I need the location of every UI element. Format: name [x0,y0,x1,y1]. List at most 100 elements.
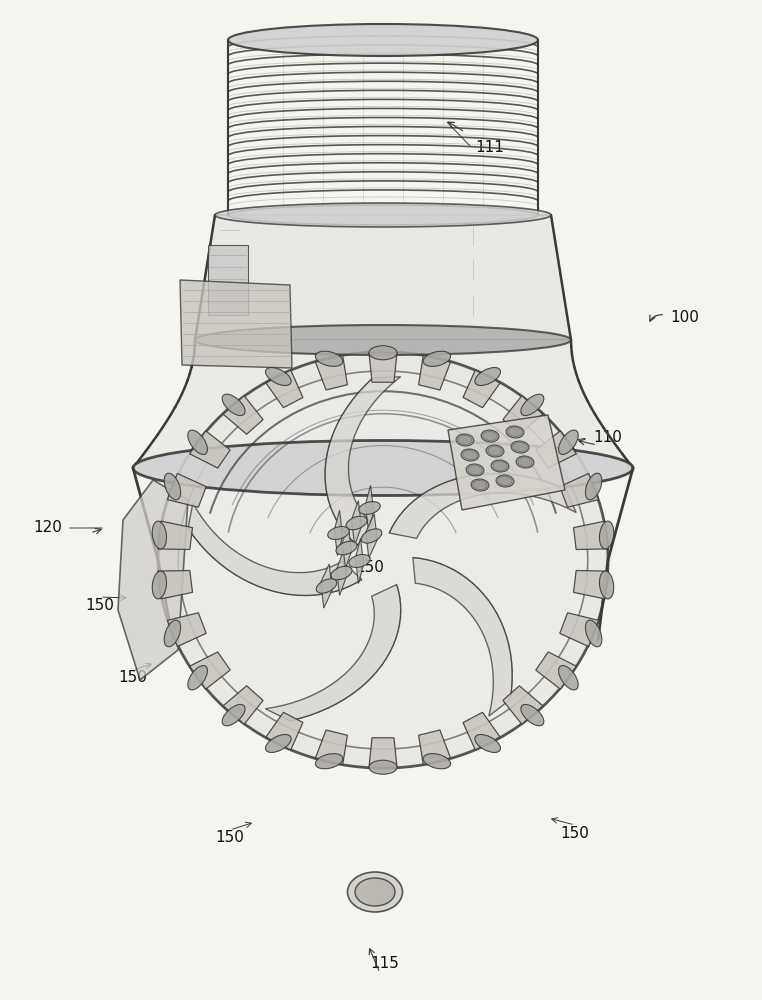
Ellipse shape [585,620,602,647]
Ellipse shape [511,441,529,453]
Ellipse shape [355,878,395,906]
Polygon shape [321,564,332,608]
Ellipse shape [600,521,613,549]
Polygon shape [180,280,292,368]
Ellipse shape [315,351,343,366]
Ellipse shape [164,620,181,647]
Ellipse shape [369,760,397,774]
Polygon shape [266,712,303,750]
Polygon shape [337,551,347,595]
Ellipse shape [195,325,571,355]
Ellipse shape [152,521,167,549]
Ellipse shape [359,502,380,514]
Ellipse shape [423,754,450,769]
Ellipse shape [559,666,578,690]
Text: 150: 150 [356,560,385,576]
Ellipse shape [600,571,613,599]
Polygon shape [158,521,193,549]
Text: 100: 100 [671,310,700,326]
Polygon shape [195,215,571,340]
Polygon shape [355,538,363,584]
Ellipse shape [223,704,245,726]
Polygon shape [223,396,263,434]
Ellipse shape [361,529,382,543]
Polygon shape [503,396,543,434]
Ellipse shape [315,754,343,769]
Polygon shape [369,738,397,767]
Ellipse shape [265,735,291,752]
Polygon shape [560,613,599,647]
Ellipse shape [228,205,538,225]
Ellipse shape [471,479,489,491]
Polygon shape [118,480,188,680]
Ellipse shape [133,440,633,495]
Polygon shape [266,370,303,408]
Polygon shape [463,370,500,408]
Polygon shape [536,431,576,468]
Polygon shape [341,526,351,570]
Ellipse shape [265,368,291,385]
Ellipse shape [347,872,402,912]
Ellipse shape [486,445,504,457]
Ellipse shape [187,430,207,454]
Text: 110: 110 [594,430,623,446]
Text: 120: 120 [33,520,62,536]
Polygon shape [413,558,512,716]
Ellipse shape [475,735,501,752]
Polygon shape [503,686,543,724]
Ellipse shape [481,430,499,442]
Polygon shape [208,245,248,315]
Polygon shape [574,571,608,599]
Polygon shape [335,510,343,556]
Text: 111: 111 [475,140,504,155]
Polygon shape [190,431,230,468]
Ellipse shape [506,426,524,438]
Polygon shape [158,571,193,599]
Ellipse shape [346,516,367,530]
Polygon shape [418,730,450,765]
Polygon shape [168,613,207,647]
Ellipse shape [466,464,484,476]
Polygon shape [190,652,230,689]
Polygon shape [366,485,373,531]
Polygon shape [389,474,576,538]
Ellipse shape [328,527,349,539]
Text: 150: 150 [119,670,147,686]
Ellipse shape [456,434,474,446]
Polygon shape [574,521,608,549]
Text: 150: 150 [216,830,245,846]
Ellipse shape [516,456,534,468]
Polygon shape [536,652,576,689]
Ellipse shape [316,579,337,593]
Ellipse shape [331,566,352,580]
Polygon shape [448,415,565,510]
Polygon shape [369,353,397,382]
Ellipse shape [496,475,514,487]
Polygon shape [223,686,263,724]
Ellipse shape [164,473,181,500]
Ellipse shape [178,371,588,749]
Ellipse shape [336,541,357,555]
Polygon shape [315,730,347,765]
Polygon shape [560,473,599,507]
Text: 150: 150 [561,826,590,840]
Polygon shape [325,377,401,545]
Ellipse shape [369,346,397,360]
Ellipse shape [187,666,207,690]
Polygon shape [366,514,377,558]
Polygon shape [265,585,401,721]
Polygon shape [133,340,633,468]
Ellipse shape [158,352,608,768]
Polygon shape [315,355,347,390]
Polygon shape [188,503,362,596]
Ellipse shape [215,203,551,227]
Ellipse shape [223,394,245,416]
Text: 150: 150 [85,597,114,612]
Polygon shape [168,473,207,507]
Ellipse shape [152,571,167,599]
Ellipse shape [521,704,544,726]
Polygon shape [418,355,450,390]
Ellipse shape [423,351,450,366]
Ellipse shape [521,394,544,416]
Ellipse shape [349,555,370,567]
